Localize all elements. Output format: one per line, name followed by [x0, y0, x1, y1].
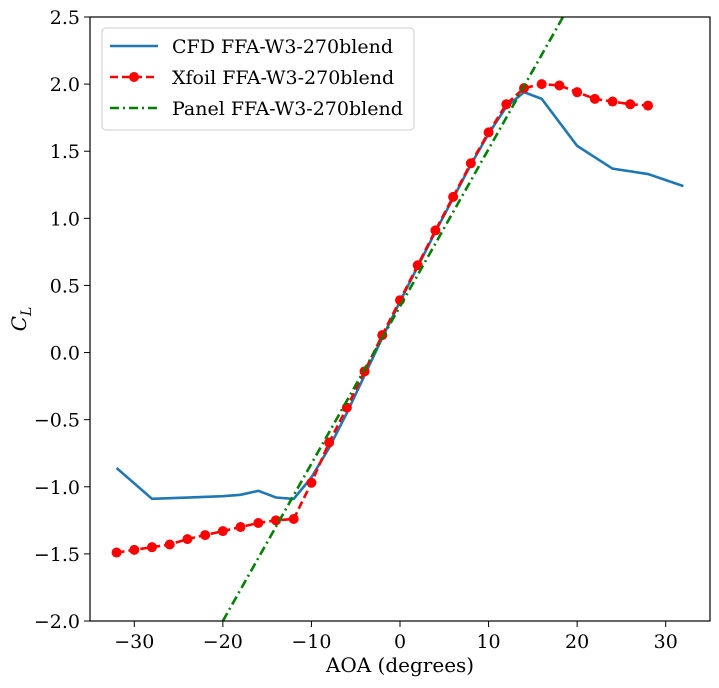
x-tick-label: 30: [654, 631, 678, 653]
x-axis-ticks: −30 −20 −10 0 10 20 30: [114, 621, 678, 653]
data-point: [306, 477, 317, 488]
data-point: [182, 534, 193, 545]
y-tick-label: 2.0: [50, 74, 80, 96]
y-tick-label: 1.0: [50, 208, 80, 230]
data-point: [412, 260, 423, 271]
data-point: [483, 127, 494, 138]
legend-item: Xfoil FFA-W3-270blend: [110, 67, 394, 89]
data-point: [200, 530, 211, 541]
data-point: [235, 522, 246, 533]
legend-box: [101, 27, 415, 131]
x-axis-label: AOA (degrees): [325, 653, 474, 677]
legend-label: Panel FFA-W3-270blend: [172, 98, 403, 120]
x-tick-label: 0: [394, 631, 406, 653]
data-point: [288, 513, 299, 524]
y-tick-label: −1.5: [34, 544, 80, 566]
x-tick-label: 10: [476, 631, 500, 653]
y-tick-label: 0.5: [50, 275, 80, 297]
data-point: [217, 526, 228, 537]
legend-label: CFD FFA-W3-270blend: [172, 36, 393, 58]
data-point: [589, 93, 600, 104]
data-point: [465, 158, 476, 169]
data-point: [324, 437, 335, 448]
data-point: [430, 225, 441, 236]
x-tick-label: 20: [565, 631, 589, 653]
data-point: [129, 544, 140, 555]
legend-marker: [129, 72, 139, 82]
data-point: [164, 539, 175, 550]
data-point: [643, 100, 653, 111]
series-2: [111, 79, 653, 558]
data-point: [271, 515, 281, 526]
series-3: [221, 17, 565, 621]
series-line: [221, 17, 565, 621]
data-point: [554, 80, 565, 91]
legend-label: Xfoil FFA-W3-270blend: [172, 67, 394, 89]
data-point: [625, 99, 636, 110]
y-tick-label: −1.0: [34, 477, 80, 499]
plot-marks: [111, 17, 684, 621]
legend: CFD FFA-W3-270blend Xfoil FFA-W3-270blend…: [101, 27, 415, 131]
data-point: [572, 87, 583, 98]
legend-item: CFD FFA-W3-270blend: [110, 36, 393, 58]
data-point: [253, 518, 264, 529]
y-tick-label: 1.5: [50, 141, 80, 163]
data-point: [607, 96, 618, 107]
data-point: [147, 542, 157, 553]
y-tick-label: 0.0: [50, 343, 80, 365]
data-point: [111, 547, 122, 558]
x-tick-label: −30: [114, 631, 154, 653]
y-axis-label-sub: L: [19, 307, 35, 317]
series-line: [116, 82, 649, 554]
y-axis-ticks: −2.0 −1.5 −1.0 −0.5 0.0 0.5 1.0 1.5 2.0 2.5: [34, 7, 90, 633]
data-point: [501, 99, 512, 110]
data-point: [448, 191, 459, 202]
y-tick-label: −2.0: [34, 611, 80, 633]
legend-item: Panel FFA-W3-270blend: [110, 98, 403, 120]
y-tick-label: −0.5: [34, 410, 80, 432]
x-tick-label: −20: [203, 631, 243, 653]
y-axis-label-main: C: [7, 316, 31, 331]
y-tick-label: 2.5: [50, 7, 80, 29]
x-tick-label: −10: [291, 631, 331, 653]
y-axis-label: CL: [7, 307, 35, 332]
data-point: [341, 402, 352, 413]
data-point: [536, 79, 547, 90]
